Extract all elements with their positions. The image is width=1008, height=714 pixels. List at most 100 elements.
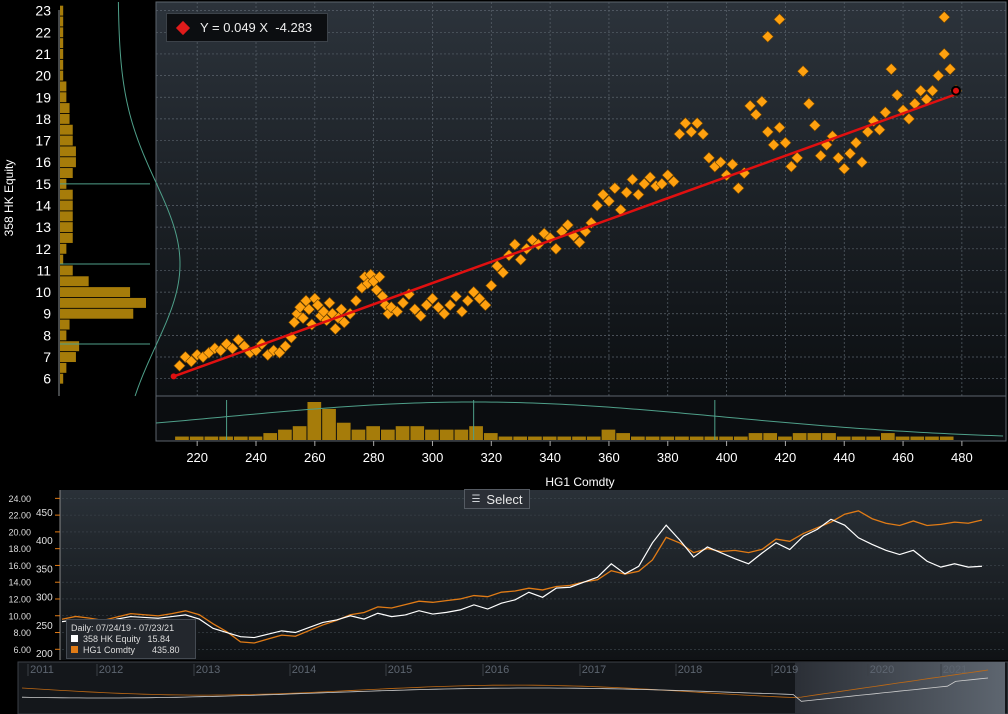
right-tick-label: 200 bbox=[36, 649, 53, 660]
series-line-hg1-comdty bbox=[61, 510, 983, 644]
select-button[interactable]: ☰ Select bbox=[464, 489, 530, 509]
x-histogram-markers bbox=[226, 400, 716, 440]
scatter-point bbox=[396, 296, 410, 309]
x-histogram-bar bbox=[292, 426, 307, 440]
navigator-year-label: 2017 bbox=[582, 664, 606, 676]
y-histogram-bar bbox=[60, 59, 64, 70]
x-histogram-bar bbox=[836, 436, 851, 440]
x-histogram-bar bbox=[336, 422, 351, 440]
scatter-point bbox=[602, 195, 616, 208]
scatter-point bbox=[335, 303, 348, 316]
y-tick-label: 15 bbox=[35, 176, 51, 192]
y-histogram-bar bbox=[60, 189, 73, 200]
y-histogram-bar bbox=[60, 81, 67, 92]
x-tick-label: 400 bbox=[716, 450, 738, 465]
y-tick-label: 16 bbox=[35, 154, 51, 170]
scatter-point bbox=[761, 30, 774, 43]
scatter-point bbox=[767, 138, 780, 151]
x-histogram-bar bbox=[586, 436, 601, 440]
regression-start-marker bbox=[170, 373, 177, 380]
scatter-point bbox=[632, 188, 645, 201]
scatter-point bbox=[885, 63, 898, 76]
x-histogram-bar bbox=[498, 436, 513, 440]
timeseries-area bbox=[60, 490, 1008, 660]
scatter-point bbox=[661, 169, 674, 182]
scatter-point bbox=[591, 199, 604, 212]
scatter-point bbox=[685, 125, 698, 138]
y-histogram-bar bbox=[60, 157, 76, 168]
x-histogram-bar bbox=[572, 436, 586, 440]
left-tick-label: 22.00 bbox=[8, 511, 31, 521]
x-histogram-bar bbox=[469, 426, 483, 440]
y-tick-label: 6 bbox=[43, 371, 51, 387]
y-tick-label: 9 bbox=[43, 306, 51, 322]
x-tick-label: 220 bbox=[186, 450, 208, 465]
scatter-point bbox=[749, 108, 763, 121]
scatter-point bbox=[802, 97, 816, 110]
y-histogram-bar bbox=[60, 319, 70, 330]
left-tick-label: 8.00 bbox=[13, 628, 31, 638]
scatter-point bbox=[908, 97, 921, 110]
x-histogram-bar bbox=[204, 436, 219, 440]
scatter-point bbox=[467, 286, 480, 299]
x-histogram-bar bbox=[351, 429, 366, 440]
y-tick-labels: 6 7 8 9 10 11 12 13 14 15 16 17 18 19 20 21 22 23 bbox=[35, 3, 51, 387]
x-histogram-bar bbox=[792, 433, 807, 440]
x-histogram-bar bbox=[631, 436, 645, 440]
x-histogram-bar bbox=[233, 436, 248, 440]
scatter-point bbox=[338, 316, 351, 329]
timeseries-right-ticks: 450 400 350 300 250 200 bbox=[36, 508, 53, 660]
y-tick-label: 23 bbox=[35, 3, 51, 19]
x-histogram-bar bbox=[439, 429, 454, 440]
scatter-plot-area bbox=[155, 1, 1007, 397]
x-histogram-bar bbox=[601, 429, 616, 440]
scatter-point bbox=[608, 182, 621, 195]
x-histogram-bar bbox=[733, 436, 748, 440]
list-icon: ☰ bbox=[471, 493, 481, 505]
navigator-year-labels: 2011 2012 2013 2014 2015 2016 2017 2018 2019 2020… bbox=[27, 664, 967, 676]
left-tick-label: 14.00 bbox=[8, 578, 31, 588]
scatter-point bbox=[226, 342, 239, 355]
navigator-selection[interactable] bbox=[795, 662, 1005, 714]
navigator-year-label: 2016 bbox=[485, 664, 509, 676]
scatter-point bbox=[879, 106, 892, 119]
scatter-point bbox=[349, 294, 363, 307]
scatter-point bbox=[596, 188, 610, 201]
right-tick-label: 350 bbox=[36, 564, 53, 575]
legend-item: HG1 Comdty 435.80 bbox=[71, 644, 191, 655]
scatter-point bbox=[279, 340, 292, 353]
navigator-year-label: 2015 bbox=[388, 664, 412, 676]
y-histogram-bar bbox=[60, 168, 73, 179]
legend-label-equity: 358 HK Equity bbox=[83, 633, 141, 644]
scatter-point bbox=[744, 99, 757, 112]
scatter-point bbox=[902, 112, 916, 125]
select-button-label: Select bbox=[486, 491, 523, 507]
y-tick-label: 20 bbox=[35, 68, 51, 84]
latest-point-marker[interactable] bbox=[951, 85, 961, 96]
scatter-point bbox=[914, 84, 927, 97]
x-tick-label: 420 bbox=[775, 450, 797, 465]
scatter-point bbox=[294, 301, 307, 314]
scatter-point bbox=[696, 127, 710, 141]
scatter-point bbox=[832, 151, 845, 164]
x-histogram-bar bbox=[322, 408, 336, 440]
navigator-year-label: 2012 bbox=[99, 664, 123, 676]
x-histogram bbox=[175, 402, 954, 440]
y-tick-label: 8 bbox=[43, 327, 51, 343]
x-histogram-area bbox=[155, 395, 1007, 442]
left-tick-label: 6.00 bbox=[13, 645, 31, 655]
x-tick-label: 300 bbox=[422, 450, 444, 465]
y-histogram-bar bbox=[60, 124, 73, 135]
scatter-point bbox=[702, 151, 716, 164]
regression-line bbox=[173, 93, 957, 378]
x-histogram-bar bbox=[395, 426, 410, 440]
navigator-year-label: 2020 bbox=[870, 664, 894, 676]
scatter-point bbox=[761, 125, 774, 138]
x-tick-labels: 220 240 260 280 300 320 340 360 380 400 420 440 460 4… bbox=[186, 441, 973, 465]
scatter-point bbox=[414, 309, 427, 322]
navigator-year-label: 2014 bbox=[292, 664, 316, 676]
x-histogram-bar bbox=[807, 433, 822, 440]
y-tick-label: 10 bbox=[35, 284, 51, 300]
scatter-point bbox=[614, 203, 627, 216]
scatter-point bbox=[449, 290, 463, 303]
